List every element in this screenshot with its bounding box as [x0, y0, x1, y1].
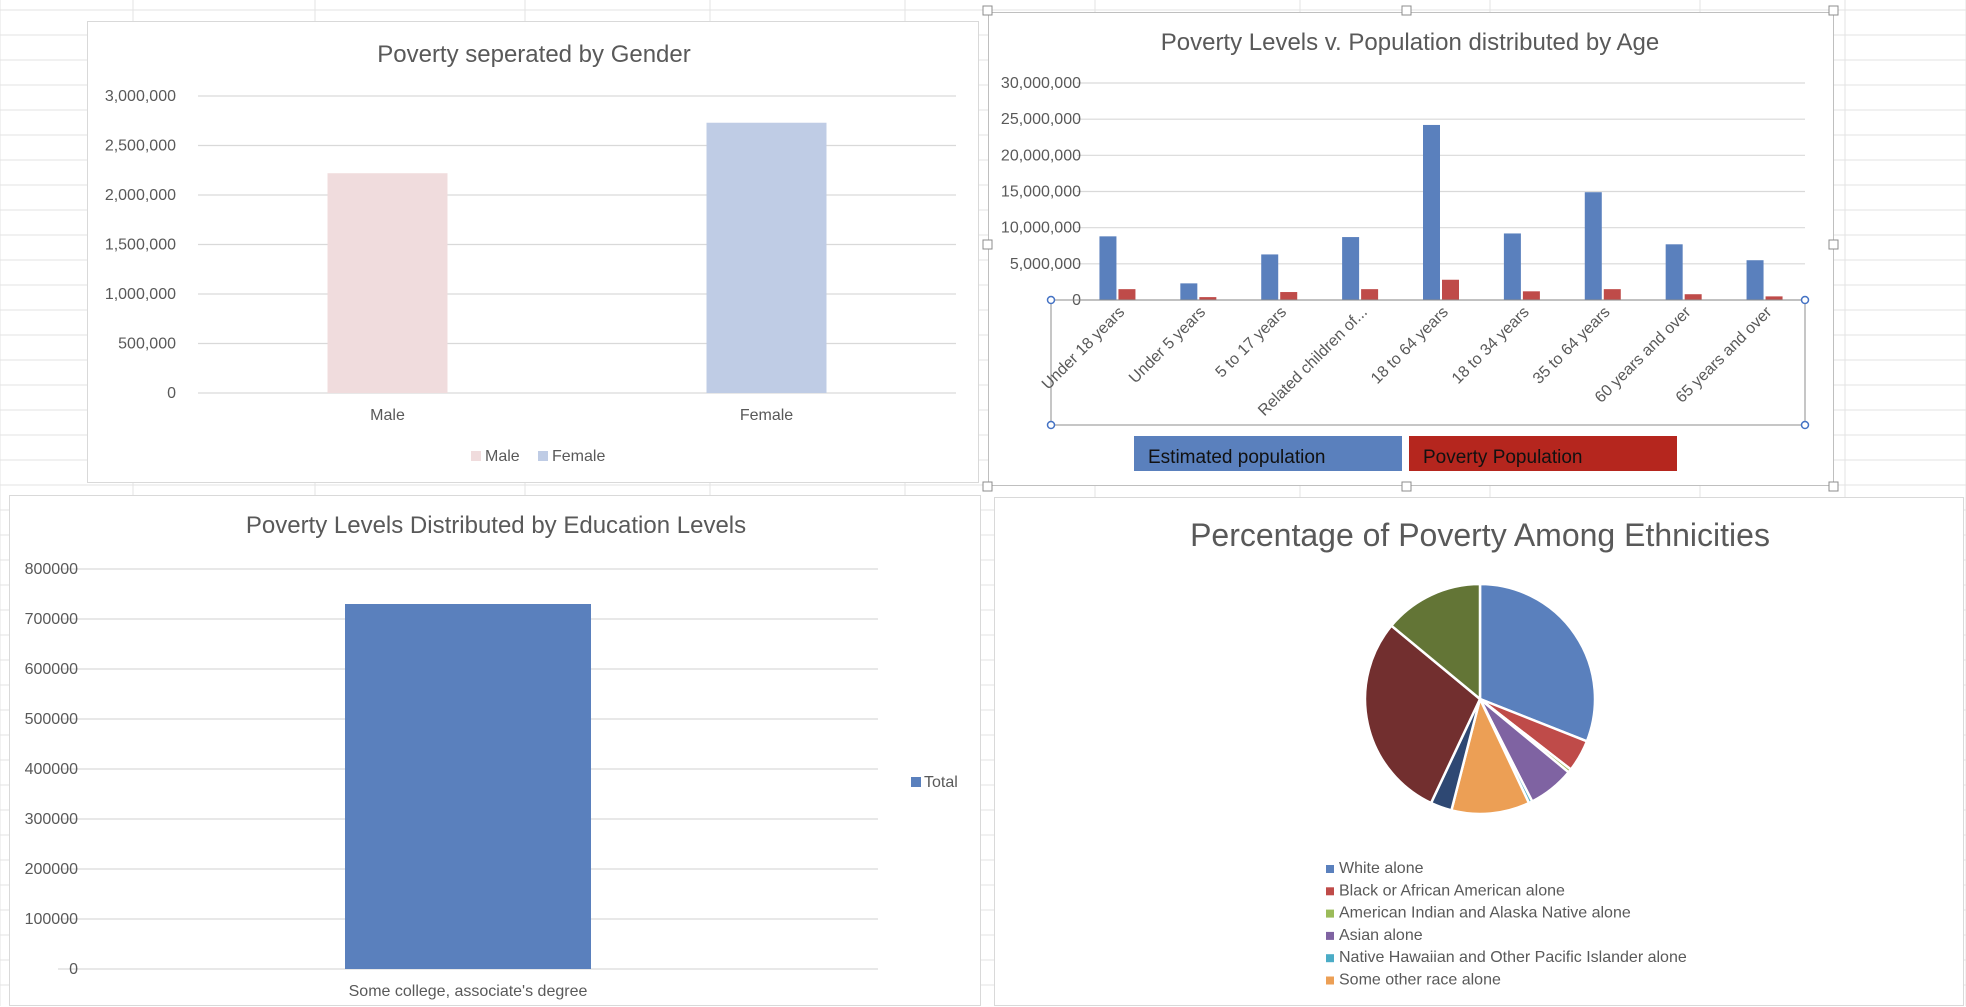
y-tick-label: 20,000,000	[1001, 147, 1081, 164]
chart-title: Percentage of Poverty Among Ethnicities	[1190, 517, 1770, 553]
legend-swatch	[1326, 865, 1334, 873]
pie-slice[interactable]	[1478, 582, 1597, 743]
pie-slice[interactable]	[1389, 582, 1482, 702]
y-tick-label: 15,000,000	[1001, 184, 1081, 201]
gender-chart-svg: Poverty seperated by Gender 0 500,000 1,00…	[105, 41, 956, 465]
bar-poverty-population[interactable]	[1361, 289, 1379, 300]
bar-poverty-population[interactable]	[1118, 289, 1136, 300]
bar-estimated-population[interactable]	[1665, 244, 1683, 300]
y-tick-label: 800000	[25, 561, 78, 578]
chart-gender[interactable]: Poverty seperated by Gender 0 500,000 1,00…	[87, 21, 979, 483]
legend-swatch	[1326, 887, 1334, 896]
legend-label: American Indian and Alaska Native alone	[1339, 905, 1631, 922]
chart-education[interactable]: Poverty Levels Distributed by Education …	[9, 495, 981, 1006]
legend-label: Total	[924, 774, 958, 791]
legend-swatch	[538, 451, 548, 461]
x-tick-label: Under 18 years	[1039, 304, 1128, 393]
y-tick-label: 2,000,000	[105, 187, 176, 204]
y-tick-label: 600000	[25, 661, 78, 678]
legend-swatch	[1409, 436, 1677, 471]
x-tick-label: 5 to 17 years	[1213, 304, 1290, 381]
bar-poverty-population[interactable]	[1199, 297, 1217, 300]
legend-label: Estimated population	[1148, 447, 1325, 468]
x-tick-label: Under 5 years	[1126, 304, 1209, 387]
y-tick-label: 0	[167, 385, 176, 402]
y-tick-label: 200000	[25, 861, 78, 878]
legend-label: Asian alone	[1339, 927, 1423, 944]
bar-total[interactable]	[345, 604, 591, 969]
legend-swatch	[1134, 436, 1402, 471]
x-tick-label: 18 to 64 years	[1368, 304, 1452, 388]
y-tick-label: 1,500,000	[105, 237, 176, 254]
pie-slice[interactable]	[1449, 695, 1531, 816]
education-chart-svg: Poverty Levels Distributed by Education …	[25, 512, 958, 1000]
ethnicity-chart-svg: Percentage of Poverty Among Ethnicities …	[1190, 517, 1770, 989]
legend-swatch	[1326, 976, 1334, 985]
y-tick-label: 400000	[25, 761, 78, 778]
bar-male[interactable]	[327, 173, 448, 393]
chart-title: Poverty Levels Distributed by Education …	[246, 512, 746, 539]
legend-label: White alone	[1339, 860, 1424, 877]
chart-ethnicity[interactable]: Percentage of Poverty Among Ethnicities …	[994, 497, 1964, 1006]
legend-label: Native Hawaiian and Other Pacific Island…	[1339, 949, 1687, 966]
chart-title: Poverty Levels v. Population distributed…	[1161, 29, 1660, 56]
bar-poverty-population[interactable]	[1765, 296, 1783, 300]
bar-estimated-population[interactable]	[1503, 233, 1521, 300]
x-tick-label: 35 to 64 years	[1530, 304, 1614, 388]
axis-selection-box[interactable]	[1050, 299, 1806, 426]
bar-estimated-population[interactable]	[1261, 254, 1279, 300]
bar-estimated-population[interactable]	[1423, 124, 1440, 300]
legend-swatch	[1326, 931, 1334, 940]
legend-label: Black or African American alone	[1339, 882, 1565, 899]
legend-label: Poverty Population	[1423, 447, 1583, 468]
x-tick-label: Male	[370, 407, 405, 424]
chart-title: Poverty seperated by Gender	[377, 41, 691, 68]
y-tick-label: 3,000,000	[105, 88, 176, 105]
x-tick-label: Some college, associate's degree	[349, 983, 588, 1000]
bar-poverty-population[interactable]	[1684, 294, 1702, 300]
y-tick-label: 100000	[25, 911, 78, 928]
legend-swatch	[911, 777, 921, 787]
y-tick-label: 30,000,000	[1001, 75, 1081, 92]
y-tick-label: 10,000,000	[1001, 220, 1081, 237]
x-tick-label: 18 to 34 years	[1449, 304, 1533, 388]
legend-swatch	[471, 451, 481, 461]
bar-estimated-population[interactable]	[1584, 192, 1602, 300]
pie-slice[interactable]	[1363, 623, 1482, 805]
legend-label: Male	[485, 448, 520, 465]
chart-age[interactable]: Poverty Levels v. Population distributed…	[988, 12, 1834, 486]
x-tick-label: Female	[740, 407, 793, 424]
y-tick-label: 2,500,000	[105, 138, 176, 155]
legend-swatch	[1326, 909, 1334, 918]
bar-poverty-population[interactable]	[1280, 292, 1298, 300]
bar-poverty-population[interactable]	[1442, 279, 1459, 300]
bar-poverty-population[interactable]	[1603, 289, 1621, 300]
age-chart-svg: Poverty Levels v. Population distributed…	[1001, 29, 1810, 471]
bar-estimated-population[interactable]	[1180, 283, 1198, 300]
axis-selection-handles[interactable]	[1046, 295, 1810, 430]
bar-female[interactable]	[706, 122, 827, 393]
y-tick-label: 500000	[25, 711, 78, 728]
bar-estimated-population[interactable]	[1746, 260, 1764, 300]
y-tick-label: 700000	[25, 611, 78, 628]
legend-label: Female	[552, 448, 605, 465]
y-tick-label: 0	[69, 961, 78, 978]
bar-poverty-population[interactable]	[1522, 291, 1540, 300]
legend-label: Some other race alone	[1339, 972, 1501, 989]
y-tick-label: 300000	[25, 811, 78, 828]
legend-swatch	[1326, 954, 1334, 963]
y-tick-label: 500,000	[118, 336, 176, 353]
y-tick-label: 25,000,000	[1001, 111, 1081, 128]
y-tick-label: 5,000,000	[1010, 256, 1081, 273]
bar-estimated-population[interactable]	[1342, 237, 1360, 300]
y-tick-label: 1,000,000	[105, 286, 176, 303]
bar-estimated-population[interactable]	[1099, 236, 1117, 300]
